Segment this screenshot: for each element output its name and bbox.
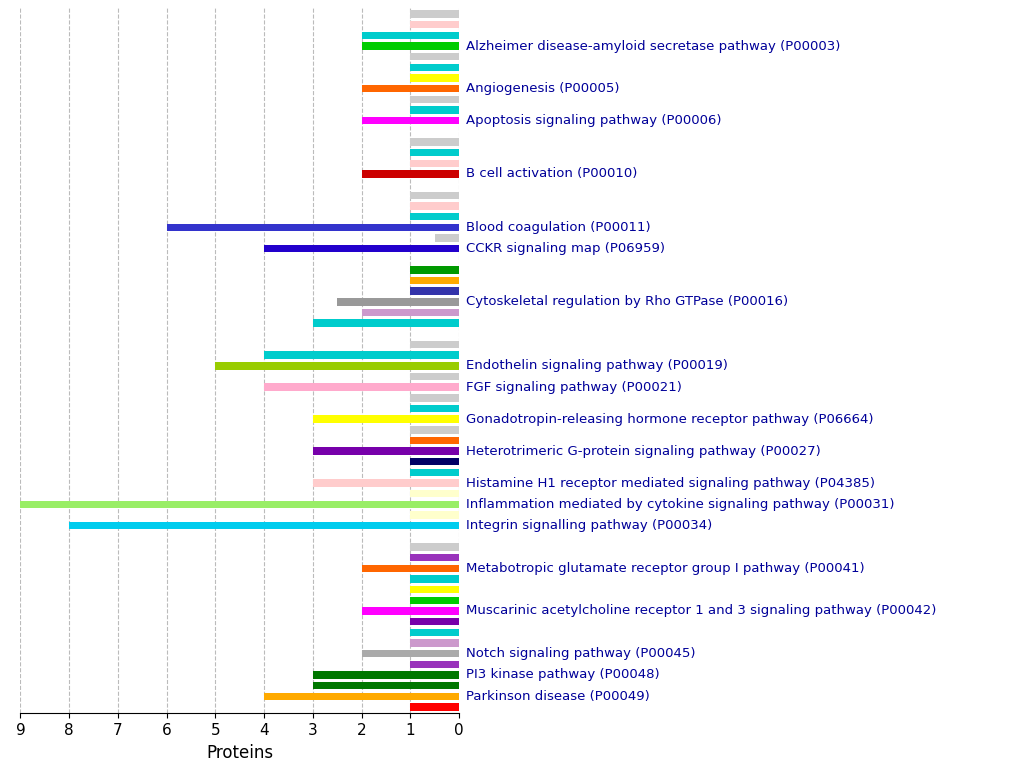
Bar [410,138,459,146]
Bar [410,149,459,156]
Bar [361,607,459,614]
Bar [410,629,459,636]
Bar [410,341,459,348]
Text: Parkinson disease (P00049): Parkinson disease (P00049) [466,690,649,703]
Bar [410,373,459,380]
Text: Histamine H1 receptor mediated signaling pathway (P04385): Histamine H1 receptor mediated signaling… [466,476,874,489]
Bar [313,416,459,423]
Bar [69,522,459,529]
Text: Inflammation mediated by cytokine signaling pathway (P00031): Inflammation mediated by cytokine signal… [466,498,894,511]
Text: Apoptosis signaling pathway (P00006): Apoptosis signaling pathway (P00006) [466,114,720,127]
Bar [410,74,459,82]
Bar [410,543,459,551]
Text: Endothelin signaling pathway (P00019): Endothelin signaling pathway (P00019) [466,359,728,372]
Bar [313,319,459,327]
Bar [410,202,459,209]
Bar [410,53,459,61]
Text: Alzheimer disease-amyloid secretase pathway (P00003): Alzheimer disease-amyloid secretase path… [466,40,840,53]
Bar [166,223,459,231]
Bar [410,288,459,295]
Bar [410,436,459,444]
Bar [410,107,459,114]
Bar [361,170,459,178]
Bar [410,21,459,28]
Text: Notch signaling pathway (P00045): Notch signaling pathway (P00045) [466,647,695,660]
Bar [264,693,459,700]
Bar [410,266,459,274]
Bar [410,586,459,594]
Bar [410,458,459,466]
Bar [410,490,459,498]
Bar [410,192,459,199]
Bar [361,650,459,657]
Bar [410,394,459,402]
Bar [264,245,459,252]
Bar [410,213,459,220]
Bar [410,512,459,518]
Bar [410,618,459,625]
Text: FGF signaling pathway (P00021): FGF signaling pathway (P00021) [466,380,681,393]
Text: CCKR signaling map (P06959): CCKR signaling map (P06959) [466,242,664,255]
Bar [434,234,459,242]
Bar [410,597,459,604]
Text: Cytoskeletal regulation by Rho GTPase (P00016): Cytoskeletal regulation by Rho GTPase (P… [466,295,788,308]
Text: Integrin signalling pathway (P00034): Integrin signalling pathway (P00034) [466,519,711,532]
Bar [410,660,459,668]
Bar [361,85,459,92]
Bar [410,703,459,711]
Text: PI3 kinase pathway (P00048): PI3 kinase pathway (P00048) [466,668,659,681]
Bar [410,405,459,412]
Bar [410,426,459,433]
Bar [361,31,459,39]
Bar [313,671,459,679]
Bar [313,479,459,487]
Text: B cell activation (P00010): B cell activation (P00010) [466,167,637,180]
Bar [264,351,459,359]
Bar [410,10,459,18]
Bar [410,469,459,476]
Bar [337,298,459,305]
Bar [313,682,459,690]
Text: Heterotrimeric G-protein signaling pathway (P00027): Heterotrimeric G-protein signaling pathw… [466,445,820,458]
Bar [361,117,459,124]
Bar [410,160,459,167]
Bar [410,277,459,285]
Bar [410,64,459,71]
Bar [264,384,459,391]
Text: Metabotropic glutamate receptor group I pathway (P00041): Metabotropic glutamate receptor group I … [466,562,864,574]
Bar [215,362,459,370]
Text: Angiogenesis (P00005): Angiogenesis (P00005) [466,82,619,95]
Bar [361,565,459,572]
Bar [410,554,459,561]
Bar [410,639,459,647]
Bar [313,447,459,455]
X-axis label: Proteins: Proteins [206,743,273,762]
Text: Muscarinic acetylcholine receptor 1 and 3 signaling pathway (P00042): Muscarinic acetylcholine receptor 1 and … [466,604,935,617]
Text: Blood coagulation (P00011): Blood coagulation (P00011) [466,221,650,234]
Text: Gonadotropin-releasing hormone receptor pathway (P06664): Gonadotropin-releasing hormone receptor … [466,413,872,426]
Bar [410,575,459,583]
Bar [20,501,459,508]
Bar [410,96,459,103]
Bar [361,42,459,50]
Bar [361,309,459,316]
